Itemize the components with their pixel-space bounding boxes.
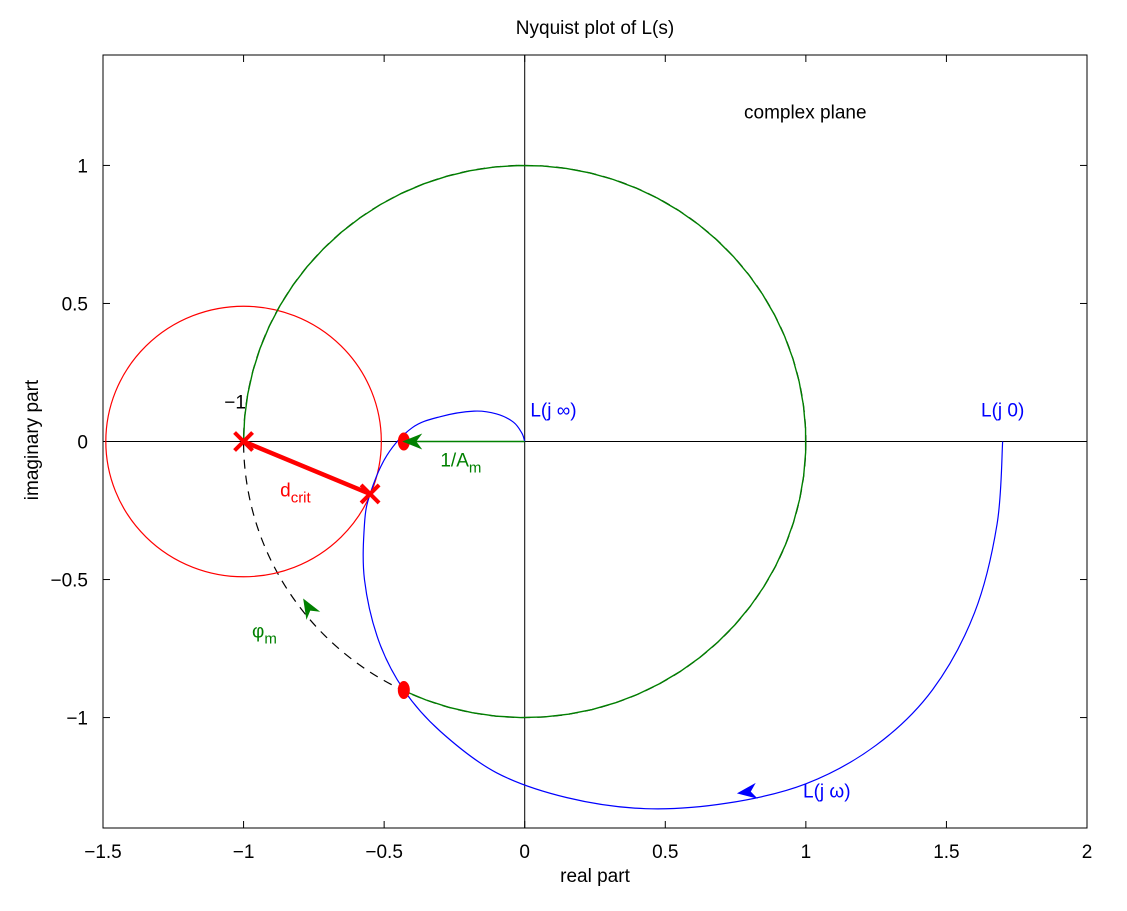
critical-distance-line [242, 439, 371, 497]
x-tick-label: −1.5 [84, 842, 122, 863]
annotation-phase-margin: φm [252, 622, 277, 648]
y-tick-label: 0.5 [62, 294, 88, 315]
annotation-d-crit: dcrit [280, 481, 311, 507]
x-marker [359, 483, 381, 505]
annotation-complex-plane: complex plane [744, 102, 867, 123]
y-tick-label: 0 [77, 433, 88, 454]
x-tick-label: −0.5 [365, 842, 403, 863]
annotation-phase-margin-main: φ [252, 622, 264, 643]
x-marker-stroke [359, 483, 381, 505]
annotation-gain-margin: 1/Am [440, 450, 481, 476]
y-tick-label: 1 [77, 156, 88, 177]
x-axis-label: real part [560, 866, 630, 887]
annotation-d-crit-main: d [280, 481, 291, 502]
x-tick-label: 0 [519, 842, 530, 863]
chart-title: Nyquist plot of L(s) [516, 18, 674, 39]
y-axis-label: imaginary part [22, 379, 43, 500]
y-tick-labels: −1 −0.5 0 0.5 1 [50, 156, 88, 729]
critical-circle [105, 305, 382, 578]
annotation-phase-margin-sub: m [264, 631, 277, 648]
dot-marker [397, 680, 410, 699]
arrowhead [303, 598, 321, 620]
phase-margin-arc [242, 164, 807, 719]
annotation-l-j-zero: L(j 0) [981, 401, 1024, 422]
x-tick-label: 1.5 [933, 842, 959, 863]
x-tick-labels: −1.5 −1 −0.5 0 0.5 1 1.5 2 [84, 842, 1092, 863]
y-tick-label: −0.5 [50, 571, 88, 592]
annotation-d-crit-sub: crit [291, 490, 312, 507]
x-tick-label: 0.5 [652, 842, 678, 863]
annotation-gain-margin-sub: m [469, 459, 482, 476]
annotation-minus-one: −1 [224, 392, 246, 413]
arrowhead [736, 782, 758, 799]
annotation-gain-margin-main: 1/A [440, 450, 469, 471]
x-tick-label: −1 [233, 842, 255, 863]
y-tick-label: −1 [66, 709, 88, 730]
x-tick-label: 2 [1082, 842, 1093, 863]
annotations: complex plane −1 L(j ∞) L(j 0) L(j ω) 1/… [224, 102, 1024, 802]
x-marker [233, 431, 254, 452]
x-tick-label: 1 [801, 842, 812, 863]
x-marker-stroke [233, 431, 254, 452]
annotation-l-j-omega: L(j ω) [803, 782, 851, 803]
arrowhead [402, 433, 423, 450]
nyquist-curve [362, 410, 1004, 810]
annotation-l-j-infinity: L(j ∞) [530, 401, 576, 422]
